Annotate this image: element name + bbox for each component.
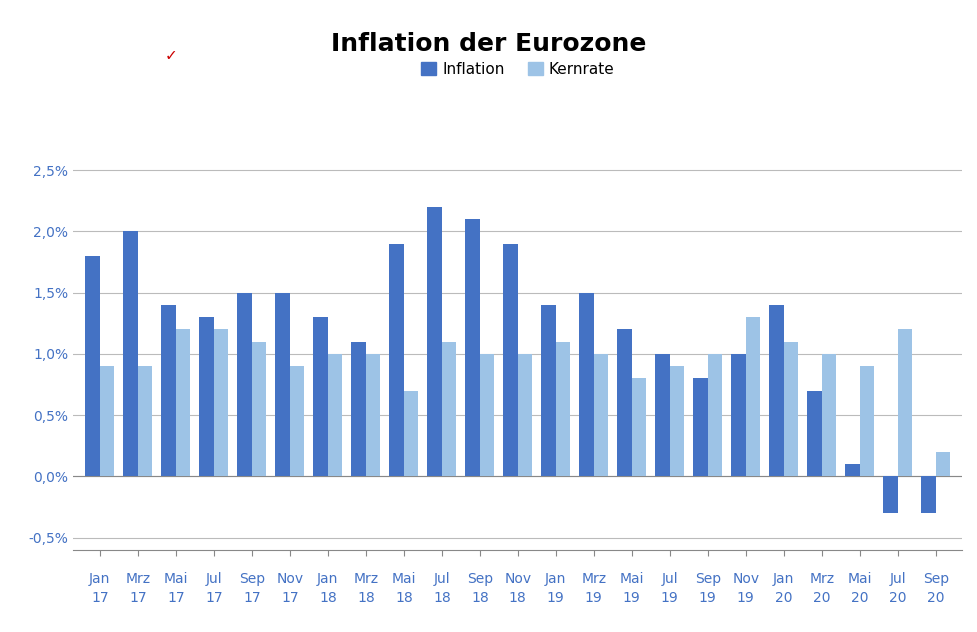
Text: 20: 20 xyxy=(851,591,869,605)
Bar xyxy=(390,244,404,477)
Text: Sep: Sep xyxy=(467,572,492,586)
Text: 19: 19 xyxy=(585,591,603,605)
Text: Jan: Jan xyxy=(773,572,794,586)
Bar xyxy=(503,244,518,477)
Bar xyxy=(161,305,176,477)
Bar xyxy=(732,354,745,477)
Text: Jul: Jul xyxy=(434,572,450,586)
Bar xyxy=(656,354,670,477)
Bar xyxy=(670,366,684,477)
Bar xyxy=(745,317,760,477)
Text: Sep: Sep xyxy=(695,572,721,586)
Text: 19: 19 xyxy=(547,591,565,605)
Bar xyxy=(85,256,100,477)
Bar xyxy=(427,207,442,477)
Bar xyxy=(860,366,874,477)
Bar xyxy=(707,354,722,477)
Text: Inflation der Eurozone: Inflation der Eurozone xyxy=(331,32,646,56)
Bar xyxy=(541,305,556,477)
Legend: Inflation, Kernrate: Inflation, Kernrate xyxy=(415,56,620,83)
Text: Jan: Jan xyxy=(89,572,110,586)
Bar xyxy=(883,477,898,513)
Bar xyxy=(123,231,138,477)
Bar xyxy=(784,342,798,477)
Text: Mai: Mai xyxy=(163,572,189,586)
Text: 19: 19 xyxy=(737,591,754,605)
Bar xyxy=(290,366,304,477)
Bar xyxy=(769,305,784,477)
Text: Mai: Mai xyxy=(392,572,416,586)
Text: 17: 17 xyxy=(91,591,108,605)
Text: Sep: Sep xyxy=(238,572,265,586)
Text: 18: 18 xyxy=(509,591,527,605)
Bar xyxy=(365,354,380,477)
Text: ✓: ✓ xyxy=(164,48,177,63)
Bar xyxy=(237,293,252,477)
Text: 18: 18 xyxy=(319,591,337,605)
Text: Sep: Sep xyxy=(922,572,949,586)
Circle shape xyxy=(113,28,228,79)
Bar xyxy=(465,219,480,477)
Bar xyxy=(694,379,707,477)
Bar xyxy=(898,329,913,477)
Bar xyxy=(845,464,860,477)
Text: Nov: Nov xyxy=(732,572,759,586)
Text: Jul: Jul xyxy=(661,572,678,586)
Bar xyxy=(100,366,114,477)
Bar xyxy=(936,452,951,477)
Text: 17: 17 xyxy=(205,591,223,605)
Text: Mrz: Mrz xyxy=(125,572,150,586)
Bar xyxy=(328,354,342,477)
Text: 17: 17 xyxy=(243,591,261,605)
Text: 19: 19 xyxy=(660,591,679,605)
Bar xyxy=(480,354,494,477)
Bar xyxy=(632,379,646,477)
Bar xyxy=(276,293,290,477)
Text: 18: 18 xyxy=(433,591,450,605)
Text: 18: 18 xyxy=(471,591,488,605)
Bar xyxy=(518,354,532,477)
Text: 19: 19 xyxy=(623,591,641,605)
Text: Mrz: Mrz xyxy=(354,572,378,586)
Text: Mrz: Mrz xyxy=(581,572,607,586)
Text: Nov: Nov xyxy=(276,572,304,586)
Bar xyxy=(176,329,191,477)
Bar xyxy=(579,293,594,477)
Text: 17: 17 xyxy=(129,591,147,605)
Bar xyxy=(199,317,214,477)
Bar xyxy=(921,477,936,513)
Text: 19: 19 xyxy=(699,591,717,605)
Text: Nov: Nov xyxy=(504,572,531,586)
Text: Mai: Mai xyxy=(619,572,644,586)
Text: Jul: Jul xyxy=(889,572,906,586)
Text: Jan: Jan xyxy=(545,572,567,586)
Text: 20: 20 xyxy=(775,591,792,605)
Bar xyxy=(617,329,632,477)
Text: 20: 20 xyxy=(813,591,830,605)
Bar xyxy=(138,366,152,477)
Bar xyxy=(442,342,456,477)
Text: 17: 17 xyxy=(167,591,185,605)
Bar xyxy=(556,342,571,477)
Text: 17: 17 xyxy=(281,591,299,605)
Text: unabhängig · strategisch · treffsicher: unabhängig · strategisch · treffsicher xyxy=(17,70,165,78)
Bar xyxy=(314,317,328,477)
Bar xyxy=(252,342,267,477)
Bar xyxy=(822,354,836,477)
Bar xyxy=(807,391,822,477)
Text: 20: 20 xyxy=(889,591,907,605)
Text: Jul: Jul xyxy=(205,572,222,586)
Text: 20: 20 xyxy=(927,591,945,605)
Text: Mrz: Mrz xyxy=(809,572,834,586)
Bar xyxy=(594,354,609,477)
Bar xyxy=(214,329,229,477)
Text: Mai: Mai xyxy=(847,572,872,586)
Text: 18: 18 xyxy=(395,591,412,605)
Text: stockstreet.de: stockstreet.de xyxy=(17,35,130,49)
Bar xyxy=(404,391,418,477)
Bar xyxy=(352,342,365,477)
Text: 18: 18 xyxy=(357,591,375,605)
Text: Jan: Jan xyxy=(318,572,338,586)
